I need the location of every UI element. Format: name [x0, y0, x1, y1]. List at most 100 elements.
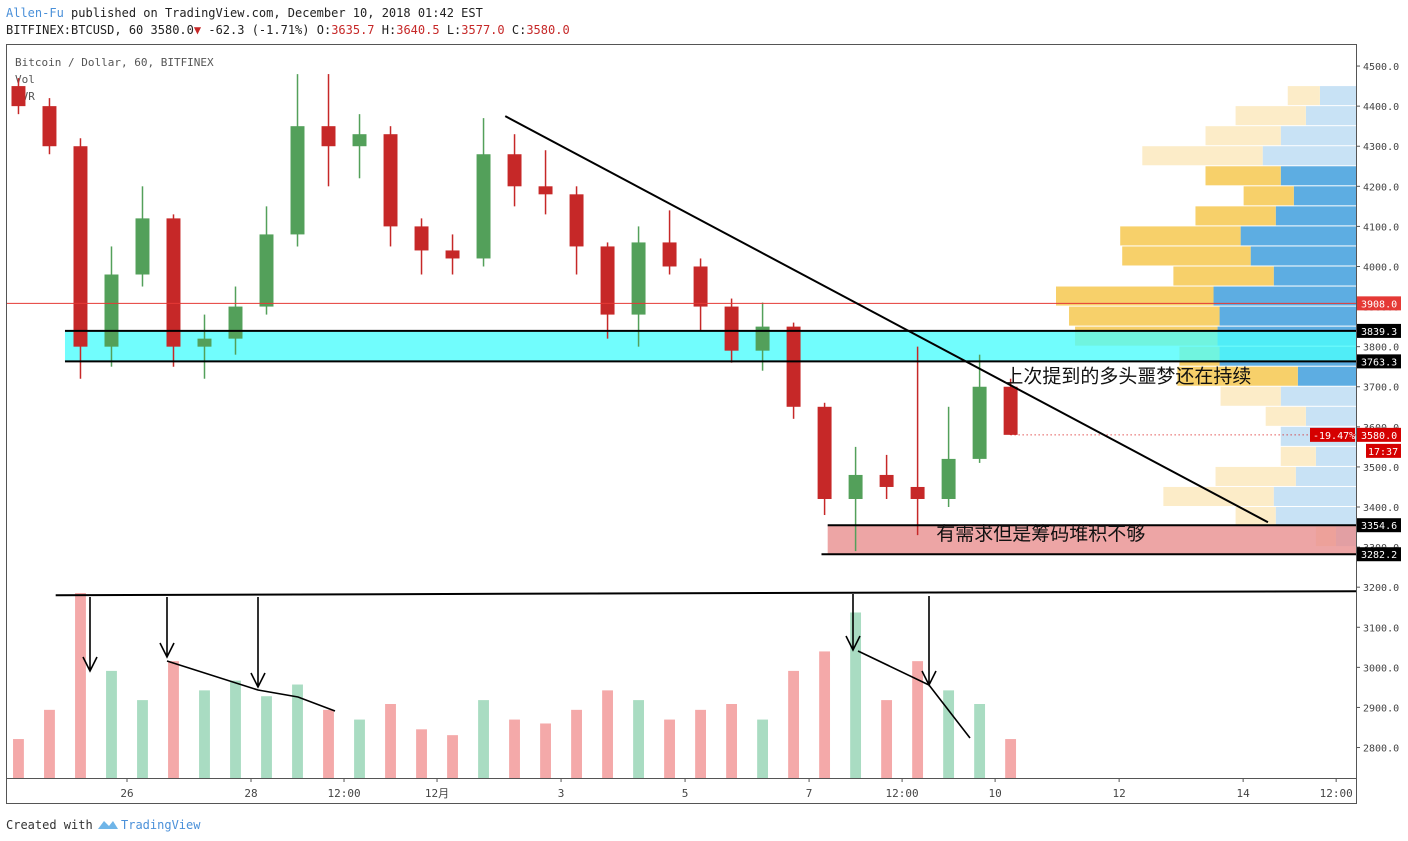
- profile-up: [1213, 286, 1356, 306]
- arrow: [250, 597, 266, 689]
- candle-body: [445, 250, 460, 259]
- volume-bar: [509, 719, 520, 778]
- candle-body: [228, 306, 243, 339]
- ohlc-label: O:: [316, 23, 332, 37]
- profile-up: [1305, 406, 1356, 426]
- legend-entry: Vol: [15, 73, 35, 86]
- profile-down: [1069, 306, 1220, 326]
- price-tag-label: 3354.6: [1361, 521, 1397, 532]
- volume-bar: [230, 680, 241, 778]
- profile-down: [1265, 406, 1306, 426]
- profile-down: [1120, 226, 1241, 246]
- candle-body: [476, 154, 491, 259]
- volume-bar: [416, 729, 427, 778]
- y-tick-label: 4000.0: [1363, 262, 1399, 273]
- volume-bar: [695, 709, 706, 778]
- candle-body: [383, 134, 398, 227]
- candle-body: [972, 386, 987, 459]
- candle-body: [135, 218, 150, 275]
- profile-up: [1275, 507, 1356, 527]
- candle-body: [600, 246, 615, 315]
- profile-up: [1319, 86, 1356, 106]
- profile-up: [1293, 186, 1356, 206]
- profile-up: [1315, 446, 1356, 466]
- y-tick-label: 4300.0: [1363, 142, 1399, 153]
- profile-up: [1297, 366, 1356, 386]
- author[interactable]: Allen-Fu: [6, 6, 64, 20]
- volume-bar: [571, 709, 582, 778]
- footer-created: Created with: [6, 818, 93, 832]
- volume-bar: [447, 735, 458, 778]
- candle-body: [879, 474, 894, 487]
- candle-body: [662, 242, 677, 267]
- volume-trend: [857, 650, 971, 739]
- volume-bar: [664, 719, 675, 778]
- volume-bar: [540, 723, 551, 778]
- price-tag: [1357, 354, 1401, 369]
- volume-bar: [819, 651, 831, 778]
- price-tag: [1357, 518, 1401, 533]
- volume-bar: [478, 700, 489, 778]
- trend-line: [504, 115, 1269, 524]
- change: -62.3 (-1.71%): [208, 23, 310, 37]
- footer-brand[interactable]: TradingView: [121, 818, 201, 832]
- candle-body: [631, 242, 646, 315]
- arrow: [921, 596, 937, 687]
- y-tick-label: 3200.0: [1363, 583, 1399, 594]
- candle-body: [569, 194, 584, 247]
- price-tag-label: 3580.0: [1361, 431, 1397, 442]
- y-tick-label: 3000.0: [1363, 663, 1399, 674]
- candle-body: [166, 218, 181, 347]
- x-tick-label: 28: [244, 787, 257, 800]
- annotation: 上次提到的多头噩梦还在持续: [1004, 366, 1251, 388]
- annotation: 有需求但是筹码堆积不够: [936, 523, 1145, 545]
- x-tick-label: 7: [806, 787, 813, 800]
- x-tick-label: 12:00: [1320, 787, 1353, 800]
- ohlc: O:3635.7 H:3640.5 L:3577.0 C:3580.0: [317, 23, 577, 37]
- x-tick-label: 12:00: [886, 787, 919, 800]
- price-tag: [1357, 296, 1401, 311]
- volume-bar: [726, 704, 737, 778]
- profile-down: [1142, 146, 1263, 166]
- candle-body: [42, 106, 57, 147]
- zone: [64, 330, 1357, 362]
- profile-up: [1280, 166, 1356, 186]
- profile-down: [1205, 166, 1281, 186]
- candle-body: [321, 126, 336, 147]
- arrow: [159, 597, 175, 659]
- volume-bar: [323, 709, 334, 778]
- zone: [827, 525, 1356, 555]
- volume-bar: [633, 700, 644, 778]
- volume-bar: [168, 661, 179, 778]
- ohlc-value: 3640.5: [396, 23, 440, 37]
- profile-up: [1295, 466, 1356, 486]
- candle-body: [73, 146, 88, 347]
- volume-bar: [788, 670, 800, 778]
- volume-trend: [166, 660, 336, 712]
- profile-up: [1280, 386, 1356, 406]
- candle-body: [290, 126, 305, 235]
- y-tick-label: 4500.0: [1363, 62, 1399, 73]
- price-tag-label: 3763.3: [1361, 357, 1397, 368]
- profile-down: [1220, 386, 1281, 406]
- profile-down: [1122, 246, 1251, 266]
- candle-body: [941, 458, 956, 499]
- volume-bar: [292, 684, 303, 778]
- arrow: ▼: [193, 23, 202, 37]
- y-tick-label: 4200.0: [1363, 182, 1399, 193]
- candle-body: [197, 338, 212, 347]
- candle-body: [507, 154, 522, 187]
- arrow: [845, 594, 861, 652]
- y-tick-label: 3800.0: [1363, 343, 1399, 354]
- volume-bar: [1005, 739, 1017, 778]
- volume-bar: [881, 700, 893, 778]
- countdown-label: 17:37: [1368, 447, 1398, 458]
- ohlc-value: 3635.7: [331, 23, 375, 37]
- profile-up: [1262, 146, 1356, 166]
- legend-entry: Bitcoin / Dollar, 60, BITFINEX: [15, 56, 214, 69]
- volume-bar: [199, 690, 210, 778]
- volume-bar: [943, 690, 955, 778]
- x-tick-label: 10: [988, 787, 1001, 800]
